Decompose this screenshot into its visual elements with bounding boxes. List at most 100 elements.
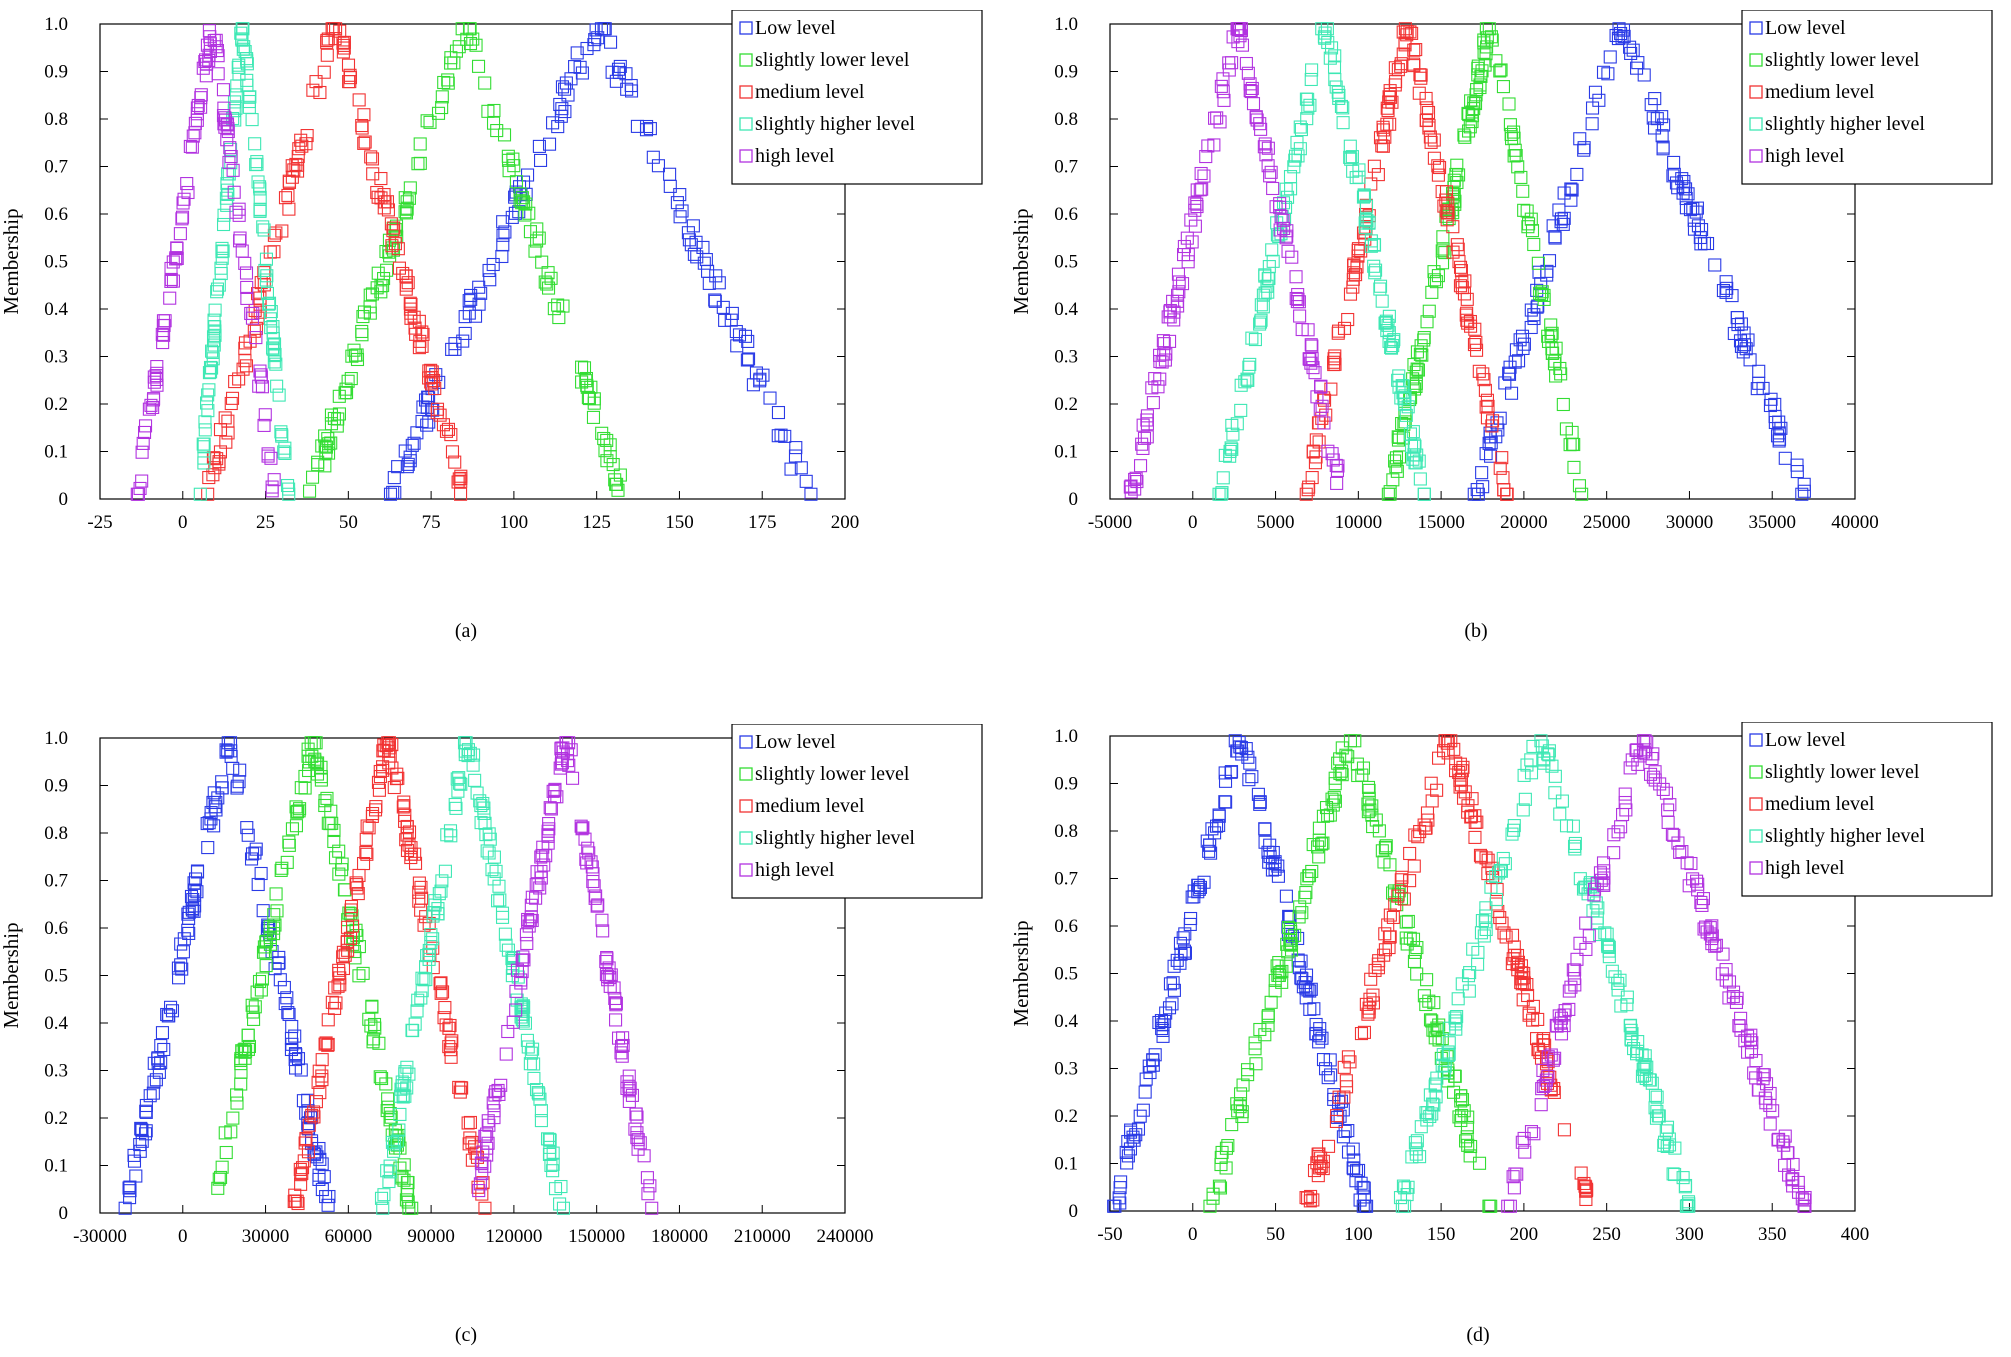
data-point [267, 473, 281, 487]
data-point [376, 763, 390, 777]
data-point [1763, 1098, 1777, 1112]
data-point [1548, 354, 1562, 368]
data-point [1361, 780, 1376, 794]
data-point [254, 866, 268, 881]
data-point [482, 1118, 496, 1132]
data-point [1316, 836, 1330, 850]
data-point [1336, 101, 1350, 115]
data-point [1234, 403, 1248, 417]
data-point [295, 1161, 310, 1175]
data-point [1715, 967, 1729, 981]
data-point [1643, 1073, 1657, 1087]
data-point [1603, 50, 1617, 64]
y-tick-label: 0.3 [44, 1061, 68, 1082]
data-point [302, 755, 316, 769]
data-point [1259, 148, 1273, 162]
data-point [1407, 438, 1421, 452]
data-point [1398, 1181, 1412, 1195]
data-point [405, 438, 419, 452]
data-point [1351, 1163, 1366, 1178]
data-point [1145, 381, 1159, 395]
data-point [771, 405, 786, 420]
data-point [1258, 835, 1272, 849]
data-point [1564, 980, 1578, 994]
data-point [1133, 459, 1148, 473]
data-point [437, 75, 451, 90]
data-point [1373, 131, 1388, 145]
data-point [249, 331, 263, 345]
data-point [1349, 1174, 1363, 1188]
data-point [1481, 853, 1495, 867]
data-point [546, 1164, 560, 1178]
data-point [212, 457, 226, 471]
data-point [1509, 343, 1523, 357]
data-point [1668, 1167, 1682, 1182]
data-point [328, 32, 342, 46]
data-point [1544, 318, 1558, 332]
scatter-points [1123, 22, 1811, 501]
data-point [449, 801, 463, 815]
data-point [465, 1135, 479, 1149]
data-point [1308, 456, 1322, 470]
data-point [630, 1131, 644, 1145]
data-point [327, 823, 341, 838]
data-point [462, 1137, 476, 1151]
data-point [1121, 1149, 1135, 1163]
data-point [622, 1084, 636, 1098]
y-tick-label: 0.2 [1054, 394, 1078, 415]
data-point [1212, 818, 1226, 832]
data-point [155, 1026, 170, 1040]
data-point [331, 979, 345, 993]
data-point [134, 1121, 148, 1135]
data-point [1414, 68, 1428, 82]
data-point [1471, 957, 1485, 971]
data-point [1497, 483, 1511, 497]
data-point [1346, 1161, 1360, 1175]
data-point [486, 257, 500, 272]
data-point [1279, 182, 1293, 196]
data-point [1238, 375, 1252, 389]
data-point [1458, 274, 1472, 288]
data-point [506, 152, 520, 166]
legend-label: medium level [1765, 793, 1875, 815]
data-point [468, 773, 482, 787]
data-point [554, 1179, 568, 1194]
data-point [1410, 940, 1424, 955]
data-point [155, 327, 169, 341]
data-point [204, 365, 218, 379]
data-point [313, 85, 327, 100]
data-point [215, 245, 229, 259]
data-point [274, 425, 288, 439]
data-point [1650, 112, 1664, 126]
data-point [246, 1005, 260, 1019]
y-tick-label: 0.3 [44, 347, 68, 368]
data-point [581, 391, 595, 405]
data-point [397, 795, 411, 809]
data-point [1524, 766, 1539, 780]
data-point [496, 228, 510, 242]
data-point [1421, 813, 1435, 827]
data-point [357, 136, 371, 150]
data-point [1199, 149, 1213, 164]
y-tick-label: 0.1 [44, 442, 68, 463]
data-point [420, 949, 434, 963]
data-point [319, 1190, 333, 1204]
data-point [211, 1181, 225, 1195]
data-point [1470, 483, 1484, 497]
data-point [1611, 825, 1625, 839]
data-point [510, 963, 524, 977]
data-point [1382, 941, 1396, 955]
data-point [355, 328, 369, 342]
data-point [1218, 448, 1232, 462]
data-point [1177, 239, 1191, 254]
data-point [1474, 850, 1488, 864]
data-point [174, 937, 188, 951]
y-tick-label: 0.7 [1054, 157, 1078, 178]
data-point [293, 802, 307, 816]
data-point [645, 1201, 659, 1215]
data-point [1401, 914, 1415, 929]
data-point [565, 771, 580, 785]
data-point [336, 45, 350, 59]
data-point [298, 769, 312, 784]
data-point [1315, 1031, 1329, 1045]
